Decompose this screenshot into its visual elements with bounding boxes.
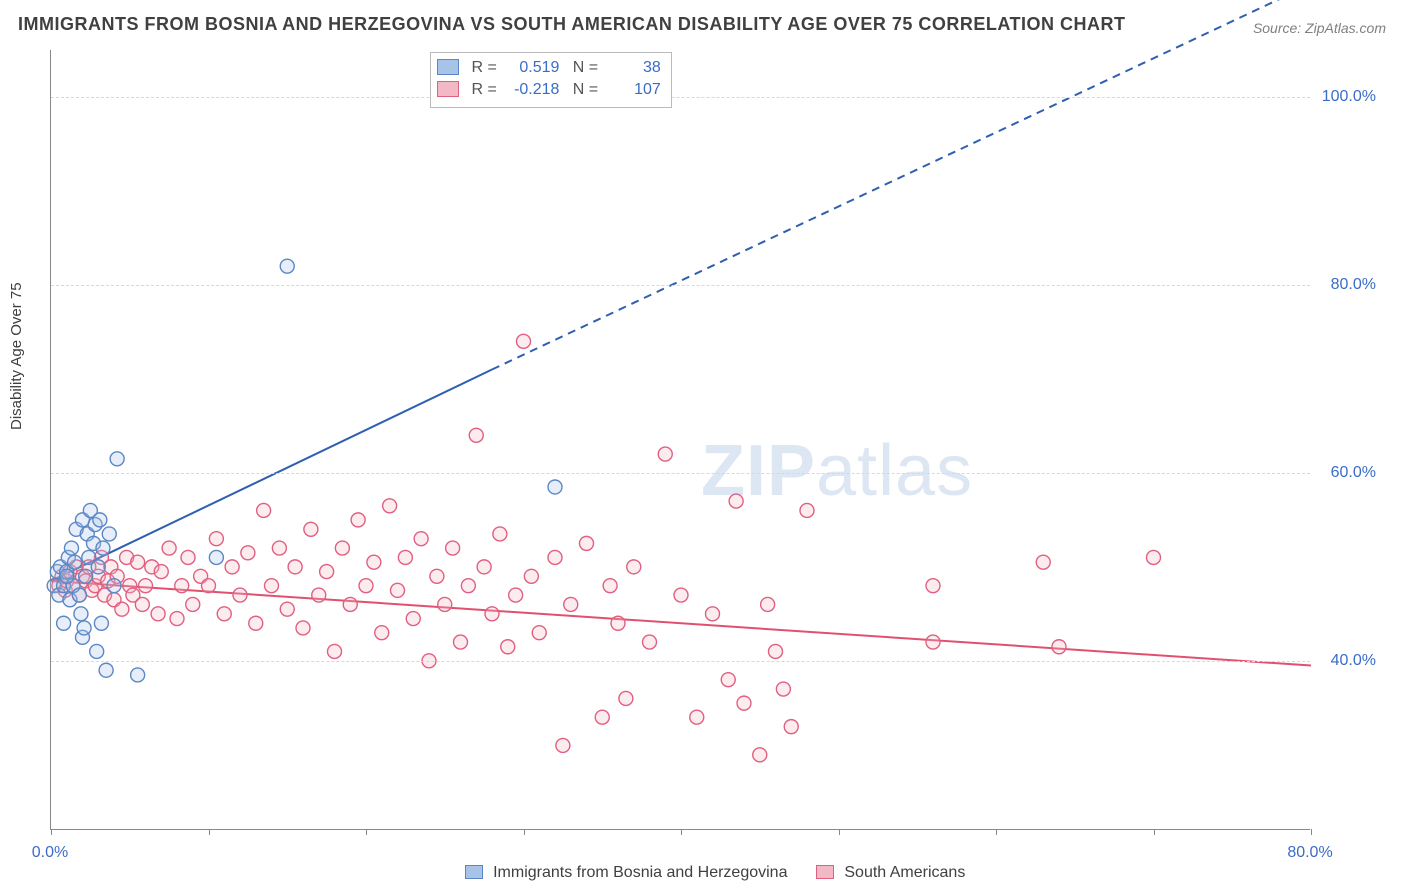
plot-area: ZIPatlas [50, 50, 1310, 830]
y-tick-40: 40.0% [1331, 652, 1376, 670]
swatch-series-b [437, 81, 459, 97]
legend-label-a: Immigrants from Bosnia and Herzegovina [493, 864, 787, 881]
x-tick-80: 80.0% [1287, 844, 1332, 862]
stats-legend-box: R =0.519 N =38 R =-0.218 N =107 [430, 52, 672, 108]
x-tick-0: 0.0% [32, 844, 68, 862]
stats-row-series-b: R =-0.218 N =107 [437, 79, 661, 101]
legend-label-b: South Americans [844, 864, 965, 881]
swatch-series-a-bottom [465, 865, 483, 879]
y-tick-100: 100.0% [1322, 88, 1376, 106]
y-axis-label: Disability Age Over 75 [8, 282, 25, 430]
bottom-legend: Immigrants from Bosnia and Herzegovina S… [0, 864, 1406, 882]
swatch-series-a [437, 59, 459, 75]
y-tick-60: 60.0% [1331, 464, 1376, 482]
chart-svg [51, 50, 1310, 829]
stats-row-series-a: R =0.519 N =38 [437, 57, 661, 79]
chart-title: IMMIGRANTS FROM BOSNIA AND HERZEGOVINA V… [18, 14, 1126, 35]
swatch-series-b-bottom [816, 865, 834, 879]
source-attribution: Source: ZipAtlas.com [1253, 20, 1386, 36]
y-tick-80: 80.0% [1331, 276, 1376, 294]
